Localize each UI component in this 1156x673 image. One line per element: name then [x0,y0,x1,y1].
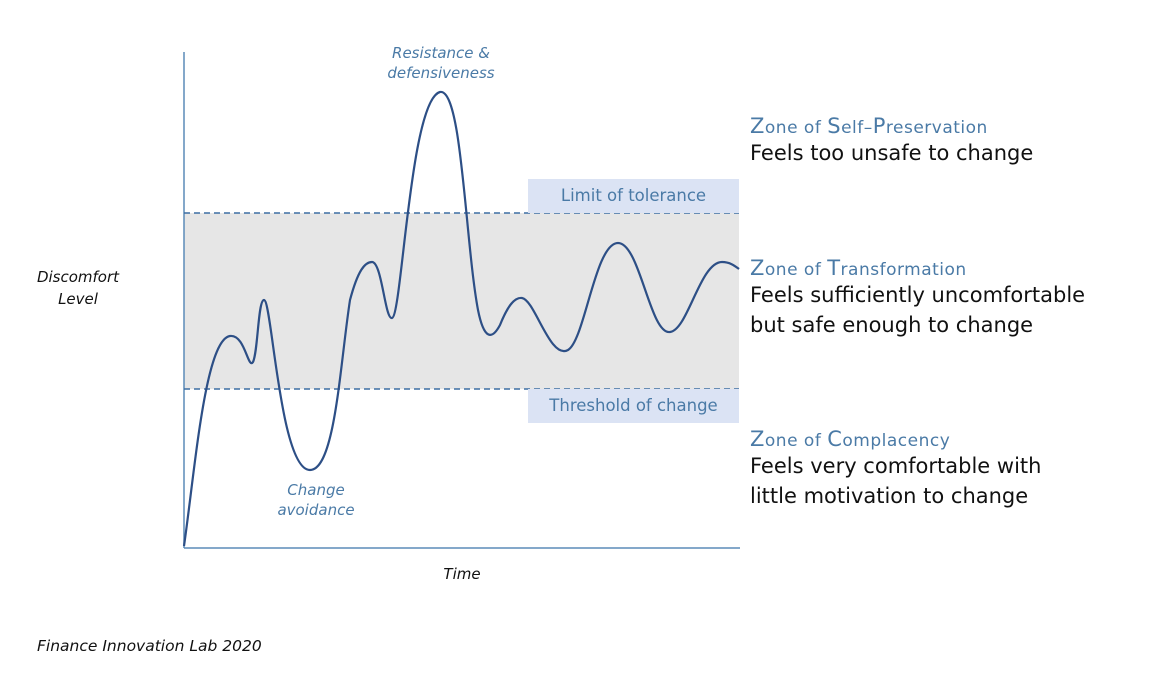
threshold-of-change-label: Threshold of change [528,389,739,423]
y-axis-label: Discomfort Level [36,268,120,308]
discomfort-curve [182,90,740,547]
zone-self-preservation: Zone of Self–Preservation Feels too unsa… [750,114,1033,168]
zone-transformation: Zone of Transformation Feels sufficientl… [750,256,1085,340]
change-avoidance-annotation: Change avoidance [277,481,355,519]
x-axis-label: Time [443,565,481,583]
zone-description: Feels very comfortable with little motiv… [750,454,1042,508]
credit-text: Finance Innovation Lab 2020 [37,637,262,655]
zone-title: Zone of Transformation [750,256,967,280]
zone-description: Feels too unsafe to change [750,141,1034,165]
zone-description: Feels sufficiently uncomfortable but saf… [750,283,1086,337]
zone-complacency: Zone of Complacency Feels very comfortab… [750,427,1041,511]
zone-title: Zone of Self–Preservation [750,114,988,138]
limit-of-tolerance-label: Limit of tolerance [528,179,739,213]
zone-title: Zone of Complacency [750,427,951,451]
resistance-annotation: Resistance & defensiveness [387,44,495,82]
transformation-band [184,213,739,389]
